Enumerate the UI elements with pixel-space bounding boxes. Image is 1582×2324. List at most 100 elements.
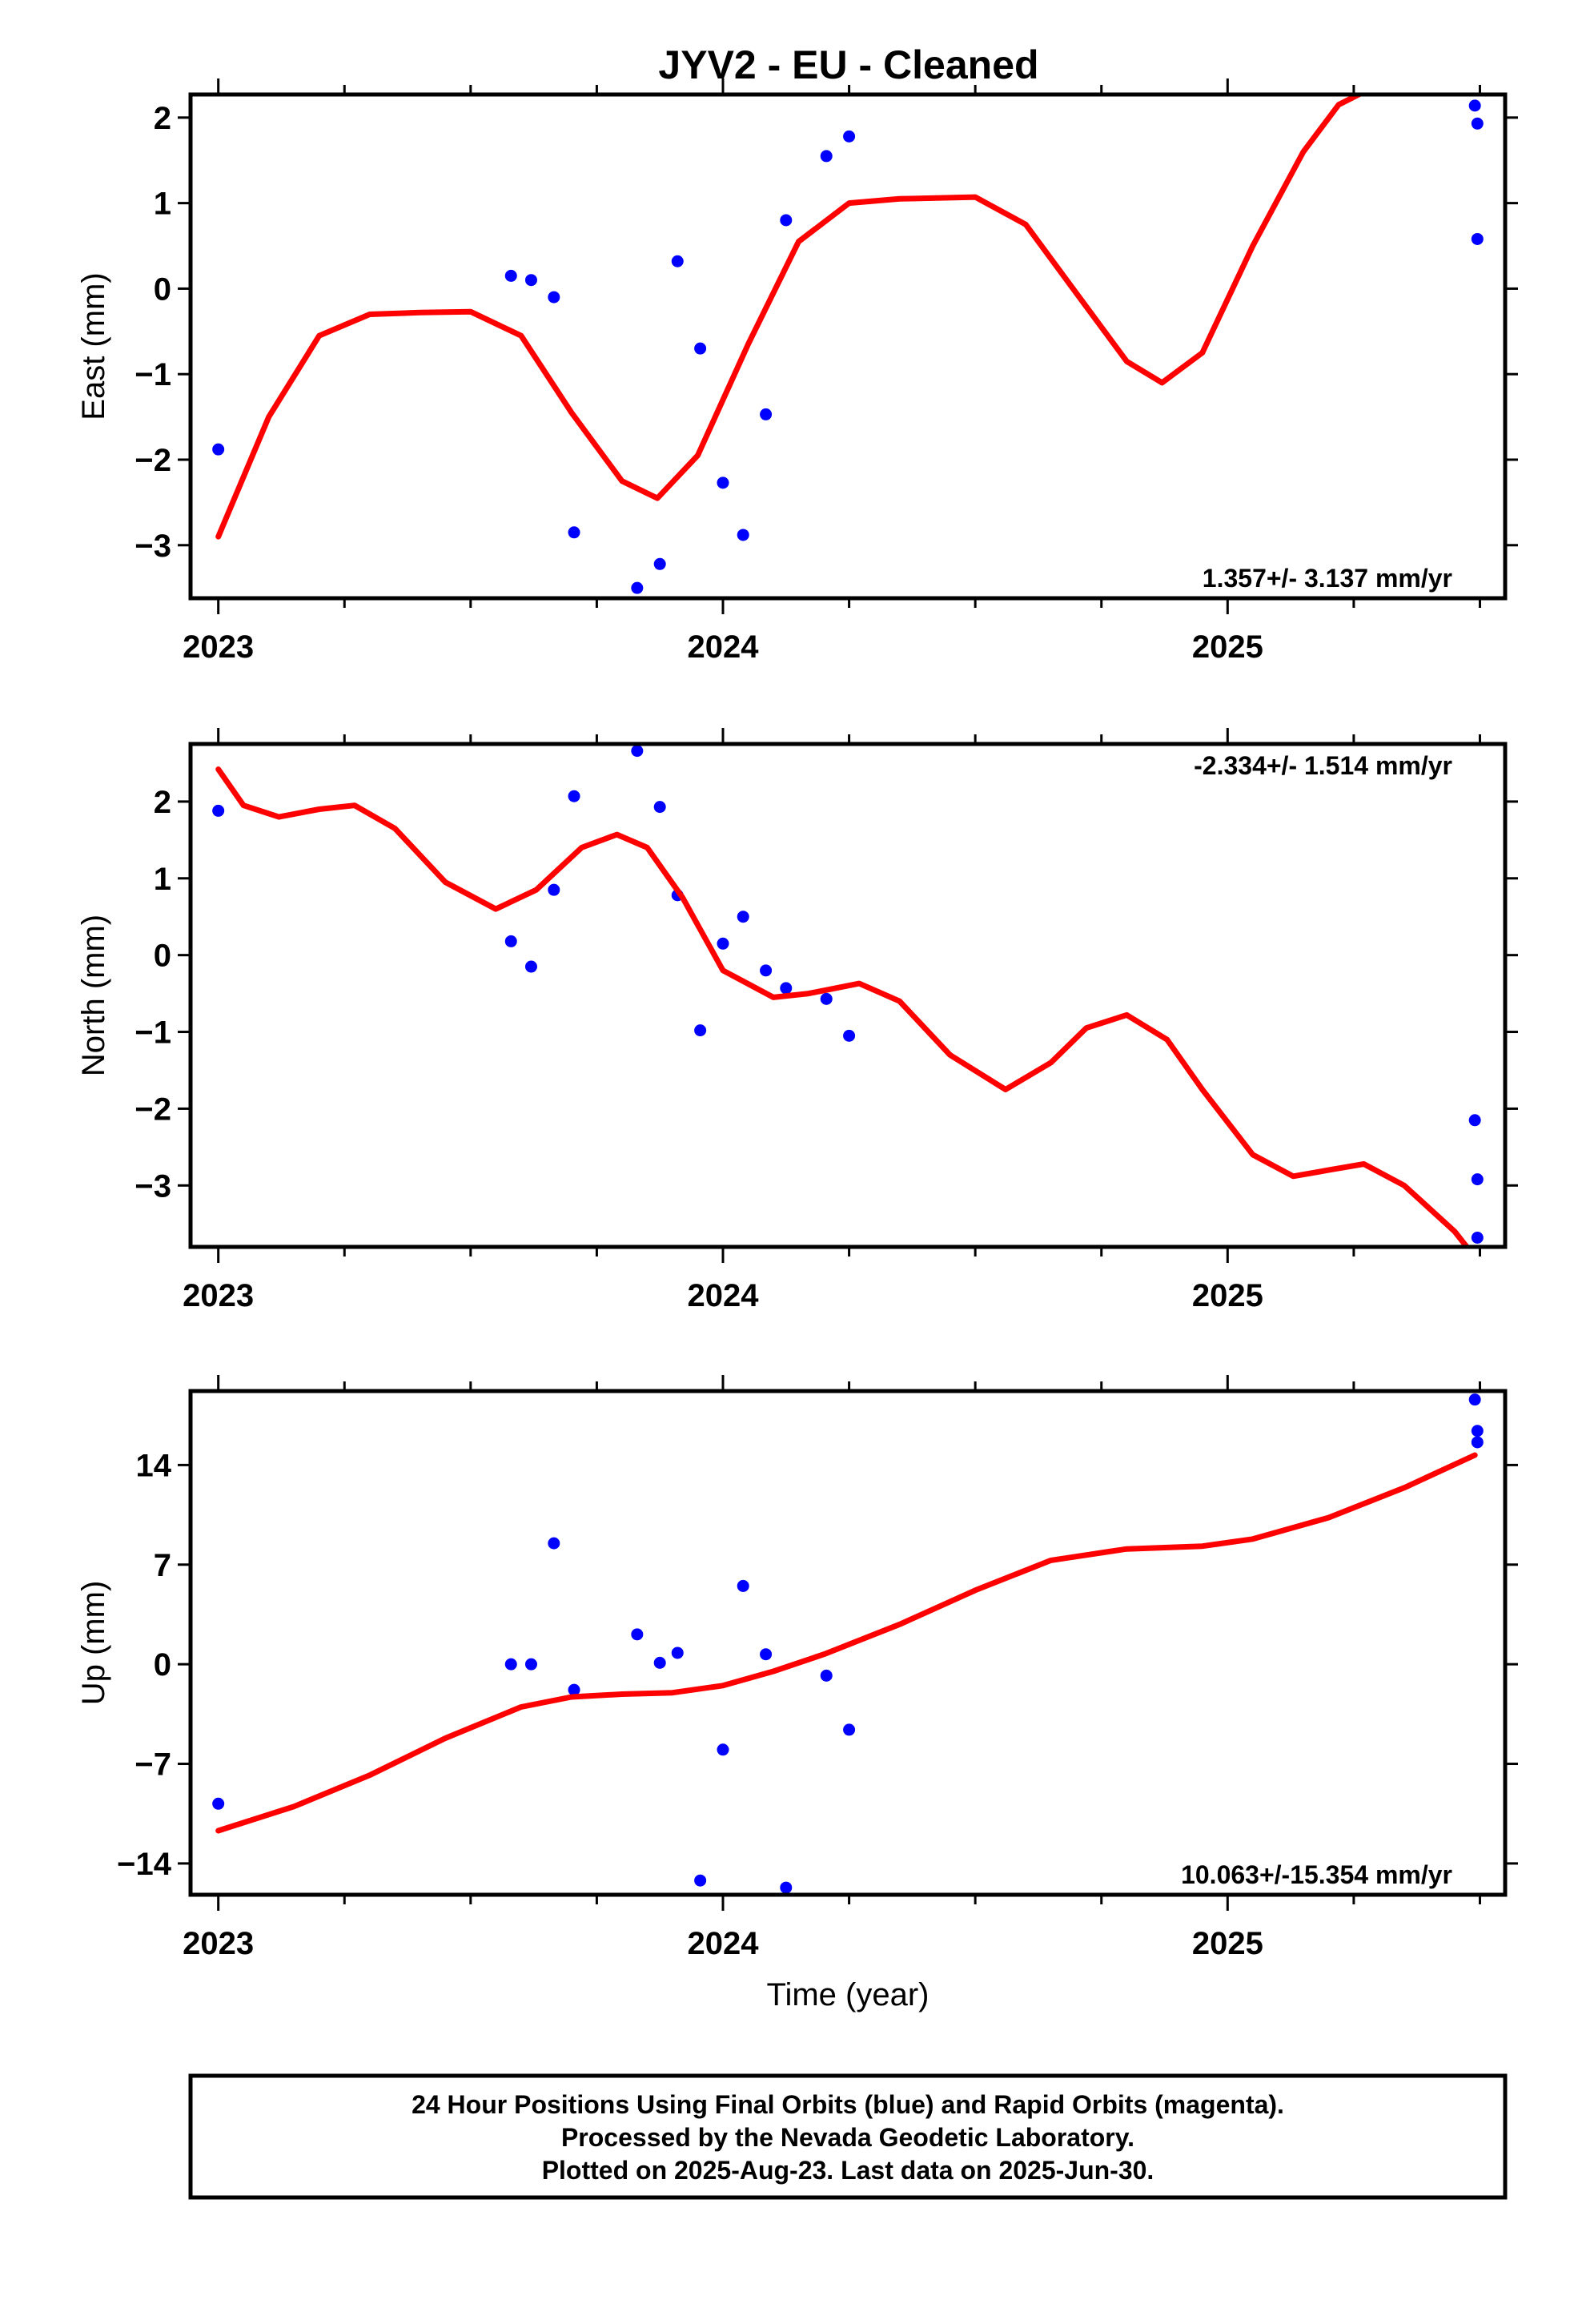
data-point (212, 443, 225, 456)
y-tick-label: 0 (154, 271, 171, 307)
x-tick-label: 2025 (1192, 1926, 1263, 1961)
data-point (694, 342, 707, 355)
data-point (737, 1579, 749, 1592)
data-point (1468, 1114, 1481, 1127)
data-point (843, 130, 856, 143)
y-axis-label: Up (mm) (76, 1581, 111, 1706)
data-point (820, 992, 833, 1005)
model-fit-line (215, 1452, 1478, 1834)
data-point (631, 1628, 644, 1641)
plot-frame (188, 1389, 1508, 1897)
y-tick-label: −1 (135, 357, 171, 392)
x-tick-label: 2024 (688, 629, 760, 665)
data-point (631, 745, 644, 758)
x-tick-label: 2023 (183, 629, 254, 665)
data-point (568, 790, 580, 802)
x-tick-label: 2023 (183, 1926, 254, 1961)
data-point (694, 1024, 707, 1037)
y-tick-label: −2 (135, 1092, 171, 1127)
up-panel: 14 7 0 −7 −14 2023 2024 2025 Up (mm) Time (year) 1… (76, 1375, 1518, 2012)
footer-line-3: Plotted on 2025-Aug-23. Last data on 202… (542, 2156, 1154, 2185)
data-point (504, 1658, 517, 1671)
y-tick-label: 0 (154, 1647, 171, 1683)
data-point (1468, 1393, 1481, 1406)
data-point (737, 911, 749, 923)
footer-line-1: 24 Hour Positions Using Final Orbits (bl… (412, 2090, 1284, 2119)
data-point (780, 214, 793, 227)
y-tick-label: −3 (135, 529, 171, 564)
data-point (548, 1537, 560, 1550)
data-point (760, 408, 773, 420)
data-point (653, 801, 666, 814)
x-tick-label: 2023 (183, 1278, 254, 1313)
data-point (820, 1669, 833, 1682)
model-fit-line (215, 766, 1471, 1247)
data-point (631, 581, 644, 594)
footer-box: 24 Hour Positions Using Final Orbits (bl… (188, 2073, 1508, 2200)
data-point (524, 274, 537, 287)
y-tick-label: −7 (135, 1747, 171, 1783)
y-tick-label: 1 (154, 862, 171, 897)
y-tick-label: 7 (154, 1548, 171, 1583)
velocity-annotation: 1.357+/- 3.137 mm/yr (1203, 564, 1452, 593)
data-point (820, 150, 833, 163)
data-point (568, 526, 580, 539)
x-tick-label: 2024 (688, 1278, 760, 1313)
data-point (737, 529, 749, 541)
velocity-annotation: -2.334+/- 1.514 mm/yr (1194, 751, 1452, 780)
east-panel: 2 1 0 −1 −2 −3 2023 2024 2025 East (mm) 1.357+/- 3… (76, 78, 1518, 665)
y-tick-label: −2 (135, 443, 171, 478)
data-point (524, 960, 537, 973)
data-point (671, 255, 684, 267)
chart-title: JYV2 - EU - Cleaned (658, 42, 1038, 87)
data-point (717, 1743, 729, 1756)
data-point (717, 937, 729, 950)
y-tick-label: 2 (154, 101, 171, 136)
data-point (653, 1656, 666, 1669)
y-tick-label: 2 (154, 785, 171, 820)
y-tick-label: 0 (154, 939, 171, 974)
plot-frame (188, 742, 1508, 1249)
y-tick-label: −1 (135, 1015, 171, 1051)
model-fit-line (215, 94, 1362, 540)
data-point (504, 269, 517, 282)
data-point (1471, 1173, 1484, 1186)
data-point (760, 964, 773, 977)
data-point (843, 1029, 856, 1042)
data-point (671, 1647, 684, 1659)
data-point (1471, 1231, 1484, 1244)
data-point (1471, 117, 1484, 130)
data-point (780, 982, 793, 995)
data-point (717, 476, 729, 489)
y-tick-label: 14 (136, 1448, 172, 1483)
footer-frame (188, 2073, 1508, 2200)
x-axis-label: Time (year) (767, 1977, 930, 2012)
velocity-annotation: 10.063+/-15.354 mm/yr (1181, 1860, 1452, 1889)
data-point (694, 1874, 707, 1887)
data-point (843, 1723, 856, 1736)
data-point (760, 1648, 773, 1661)
data-point (504, 935, 517, 947)
data-point (1471, 1425, 1484, 1437)
data-point (548, 291, 560, 304)
x-tick-label: 2024 (688, 1926, 760, 1961)
y-tick-label: 1 (154, 187, 171, 222)
y-tick-label: −14 (117, 1847, 172, 1882)
data-point (568, 1683, 580, 1696)
y-tick-label: −3 (135, 1168, 171, 1204)
data-point (780, 1881, 793, 1894)
x-tick-label: 2025 (1192, 1278, 1263, 1313)
data-point (1468, 99, 1481, 112)
data-point (1471, 1436, 1484, 1449)
data-point (548, 883, 560, 896)
data-point (212, 1797, 225, 1810)
north-panel: 2 1 0 −1 −2 −3 2023 2024 2025 North (mm) -2.334+/-… (76, 728, 1518, 1313)
data-point (212, 804, 225, 817)
x-tick-label: 2025 (1192, 629, 1263, 665)
data-point (1471, 232, 1484, 245)
y-axis-label: North (mm) (76, 915, 111, 1076)
data-point (524, 1658, 537, 1671)
footer-line-2: Processed by the Nevada Geodetic Laborat… (561, 2123, 1134, 2152)
y-axis-label: East (mm) (76, 272, 111, 420)
